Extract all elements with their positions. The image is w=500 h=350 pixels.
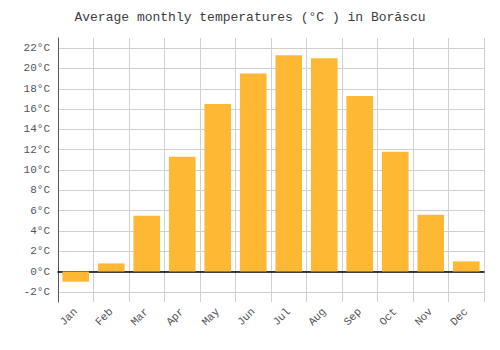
svg-text:Jan: Jan [58, 306, 80, 328]
svg-text:Jun: Jun [235, 306, 257, 328]
svg-text:Sep: Sep [342, 306, 364, 328]
svg-text:14°C: 14°C [24, 123, 51, 135]
svg-text:Mar: Mar [129, 306, 151, 328]
svg-text:Apr: Apr [164, 306, 186, 328]
svg-text:Jul: Jul [271, 306, 293, 328]
svg-text:Aug: Aug [306, 306, 328, 328]
svg-text:6°C: 6°C [30, 205, 50, 217]
svg-text:16°C: 16°C [24, 103, 51, 115]
svg-text:22°C: 22°C [24, 42, 51, 54]
svg-text:4°C: 4°C [30, 225, 50, 237]
svg-text:Oct: Oct [377, 306, 399, 328]
svg-text:Feb: Feb [93, 306, 115, 328]
svg-text:Dec: Dec [448, 306, 470, 328]
svg-text:-2°C: -2°C [24, 286, 51, 298]
svg-text:2°C: 2°C [30, 245, 50, 257]
svg-text:Nov: Nov [413, 305, 436, 328]
svg-text:May: May [200, 305, 223, 328]
svg-text:18°C: 18°C [24, 83, 51, 95]
svg-text:12°C: 12°C [24, 144, 51, 156]
svg-text:10°C: 10°C [24, 164, 51, 176]
svg-text:Average monthly temperatures (: Average monthly temperatures (°C ) in Bo… [74, 10, 425, 25]
svg-text:0°C: 0°C [30, 266, 50, 278]
svg-text:8°C: 8°C [30, 184, 50, 196]
svg-text:20°C: 20°C [24, 62, 51, 74]
